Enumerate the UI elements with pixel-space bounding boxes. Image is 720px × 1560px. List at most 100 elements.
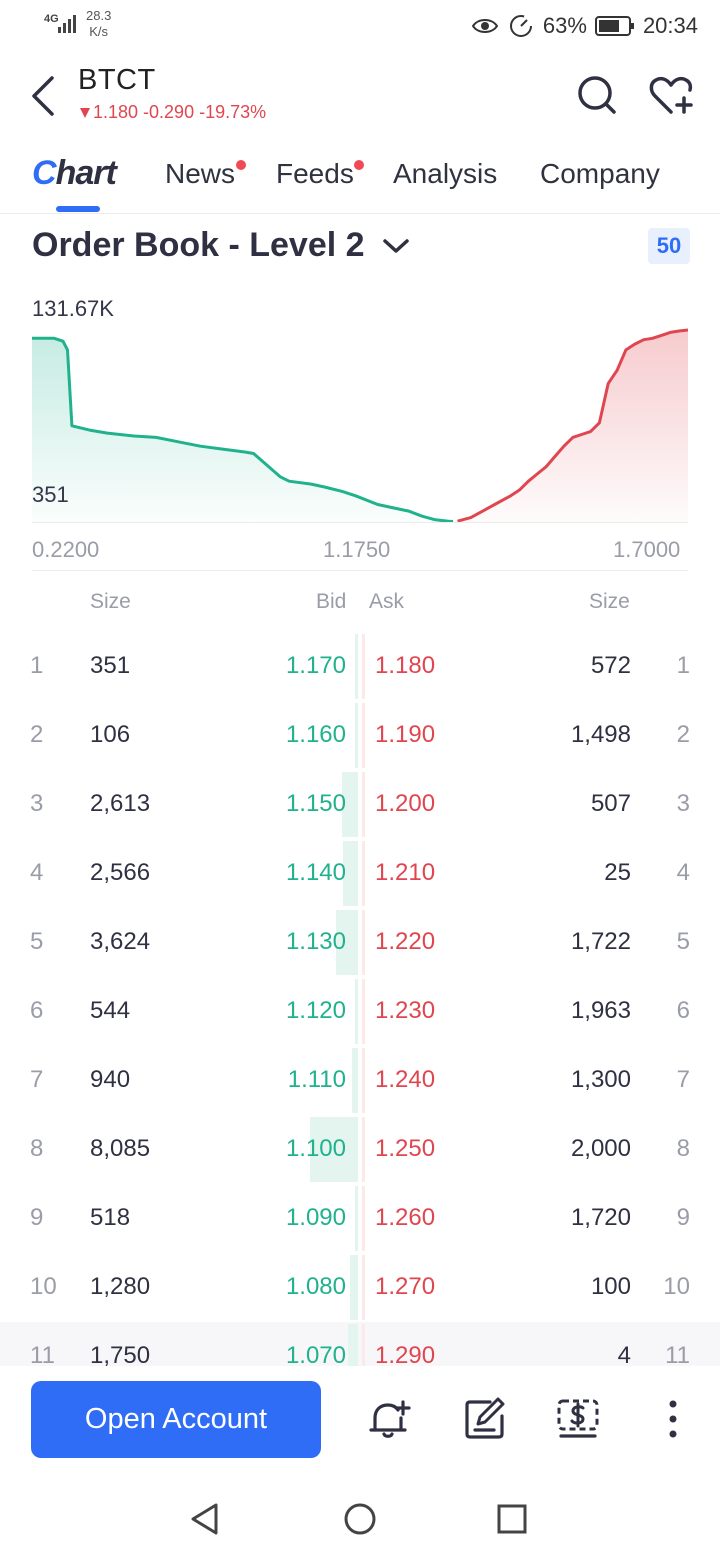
bid-depth-bar: [348, 1324, 358, 1366]
bid-header: Bid: [316, 590, 347, 613]
speed-unit: K/s: [89, 24, 109, 39]
chart-min-label: 351: [32, 482, 69, 507]
bid-size: 8,085: [90, 1135, 151, 1162]
battery-percent: 63%: [542, 13, 587, 38]
edit-note-icon[interactable]: [462, 1396, 508, 1442]
price-alert-icon[interactable]: [366, 1396, 412, 1442]
ask-level: 7: [676, 1066, 690, 1093]
ask-depth-bar: [362, 772, 365, 837]
depth-chart: [32, 328, 688, 523]
ask-size: 1,963: [570, 997, 631, 1024]
order-book-row[interactable]: 3 2,613 1.150 1.200 507 3: [0, 770, 720, 839]
nav-recents-icon[interactable]: [495, 1502, 529, 1536]
order-book-row[interactable]: 1 351 1.170 1.180 572 1: [0, 632, 720, 701]
search-icon[interactable]: [574, 72, 620, 118]
ask-size: 4: [617, 1342, 631, 1366]
ask-size: 100: [590, 1273, 631, 1300]
bid-size: 2,566: [90, 859, 151, 886]
ask-depth-bar: [362, 841, 365, 906]
ask-level: 6: [676, 997, 690, 1024]
ask-depth-line: [457, 328, 688, 523]
feeds-notification-dot: [354, 160, 364, 170]
order-book-row[interactable]: 10 1,280 1.080 1.270 100 10: [0, 1253, 720, 1322]
more-options-icon[interactable]: [650, 1396, 696, 1442]
ask-level: 8: [676, 1135, 690, 1162]
tab-feeds[interactable]: Feeds: [276, 158, 354, 189]
bid-depth-bar: [352, 1048, 358, 1113]
bid-size: 544: [90, 997, 131, 1024]
open-account-button[interactable]: Open Account: [31, 1381, 321, 1458]
ask-depth-bar: [362, 910, 365, 975]
bid-size: 2,613: [90, 790, 151, 817]
signal-icon: [58, 15, 76, 33]
divider: [32, 570, 688, 571]
nav-back-icon[interactable]: [188, 1502, 222, 1536]
ask-price: 1.270: [375, 1273, 436, 1300]
ask-level: 3: [676, 790, 690, 817]
bid-level: 4: [30, 859, 44, 886]
ask-size: 1,300: [570, 1066, 631, 1093]
bid-size: 940: [90, 1066, 131, 1093]
order-book-row[interactable]: 9 518 1.090 1.260 1,720 9: [0, 1184, 720, 1253]
ask-level: 9: [676, 1204, 690, 1231]
bottom-action-bar: Open Account: [0, 1366, 720, 1472]
bid-level: 11: [30, 1342, 55, 1366]
ask-size: 2,000: [570, 1135, 631, 1162]
ask-depth-area: [457, 330, 688, 522]
bid-depth-bar: [310, 1117, 358, 1182]
ask-level: 11: [665, 1342, 690, 1366]
bid-depth-bar: [355, 634, 358, 699]
ask-depth-bar: [362, 1255, 365, 1320]
bid-depth-bar: [350, 1255, 358, 1320]
order-book-selector[interactable]: Order Book - Level 2: [32, 226, 411, 265]
ask-size: 1,498: [570, 721, 631, 748]
chevron-down-icon: [382, 238, 409, 253]
ask-level: 1: [676, 652, 690, 679]
bid-size: 351: [90, 652, 131, 679]
ask-price: 1.200: [375, 790, 436, 817]
order-book-row[interactable]: 2 106 1.160 1.190 1,498 2: [0, 701, 720, 770]
ask-size-header: Size: [589, 590, 630, 613]
price-quote: 1.180 -0.290 -19.73%: [80, 102, 266, 123]
eye-icon: [471, 19, 499, 33]
order-book-row[interactable]: 7 940 1.110 1.240 1,300 7: [0, 1046, 720, 1115]
ask-level: 4: [676, 859, 690, 886]
ask-size: 1,720: [570, 1204, 631, 1231]
quote-text: 1.180 -0.290 -19.73%: [93, 102, 267, 122]
ask-depth-bar: [362, 1048, 365, 1113]
tab-company[interactable]: Company: [540, 158, 660, 189]
bid-level: 5: [30, 928, 44, 955]
tab-news[interactable]: News: [165, 158, 236, 189]
bid-depth-bar: [355, 703, 358, 768]
bid-price: 1.170: [285, 652, 346, 679]
order-book-row[interactable]: 8 8,085 1.100 1.250 2,000 8: [0, 1115, 720, 1184]
ask-header: Ask: [369, 590, 405, 613]
tab-analysis[interactable]: Analysis: [393, 158, 498, 189]
order-book-row[interactable]: 5 3,624 1.130 1.220 1,722 5: [0, 908, 720, 977]
bid-level: 1: [30, 652, 44, 679]
watchlist-add-icon[interactable]: [648, 72, 694, 118]
trade-icon[interactable]: [555, 1396, 601, 1442]
tab-chart[interactable]: Chart: [32, 154, 117, 193]
active-tab-indicator: [56, 206, 100, 212]
system-nav-bar: [0, 1472, 720, 1560]
bid-level: 2: [30, 721, 44, 748]
back-arrow-icon[interactable]: [26, 74, 62, 118]
ask-level: 2: [676, 721, 690, 748]
nav-home-icon[interactable]: [343, 1502, 377, 1536]
order-book-row[interactable]: 11 1,750 1.070 1.290 4 11: [0, 1322, 720, 1366]
ask-size: 1,722: [570, 928, 631, 955]
ask-price: 1.290: [375, 1342, 436, 1366]
battery-icon: [594, 16, 634, 36]
tab-chart-c: C: [32, 154, 57, 192]
order-book-row[interactable]: 6 544 1.120 1.230 1,963 6: [0, 977, 720, 1046]
ask-depth-bar: [362, 979, 365, 1044]
order-book-row[interactable]: 4 2,566 1.140 1.210 25 4: [0, 839, 720, 908]
depth-badge[interactable]: 50: [648, 228, 690, 264]
speed-value: 28.3: [86, 8, 112, 23]
ask-depth-bar: [362, 1117, 365, 1182]
bid-depth-line: [32, 336, 454, 523]
order-book-rows[interactable]: 1 351 1.170 1.180 572 1 2 106 1.160 1.190 1,498 2 3 2…: [0, 632, 720, 1366]
bid-level: 7: [30, 1066, 44, 1093]
bid-depth-bar: [343, 841, 358, 906]
